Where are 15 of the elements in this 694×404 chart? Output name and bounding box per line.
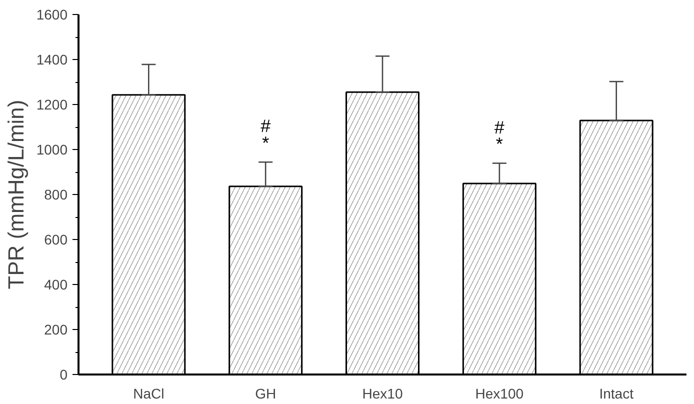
x-tick-label: Intact <box>599 386 634 402</box>
y-tick-label: 200 <box>44 322 68 338</box>
y-axis-title: TPR (mmHg/L/min) <box>3 100 28 290</box>
y-tick-label: 1000 <box>36 142 68 158</box>
y-tick-label: 0 <box>60 366 68 382</box>
x-tick-label: Hex100 <box>475 386 524 402</box>
x-tick-label: Hex10 <box>362 386 403 402</box>
x-tick-label: NaCl <box>133 386 164 402</box>
y-tick-label: 400 <box>44 276 68 292</box>
y-tick-label: 1200 <box>36 96 68 112</box>
y-tick-label: 1600 <box>36 6 68 22</box>
y-tick-label: 1400 <box>36 52 68 68</box>
y-tick-label: 600 <box>44 232 68 248</box>
y-tick-label: 800 <box>44 186 68 202</box>
x-tick-label: GH <box>255 386 276 402</box>
